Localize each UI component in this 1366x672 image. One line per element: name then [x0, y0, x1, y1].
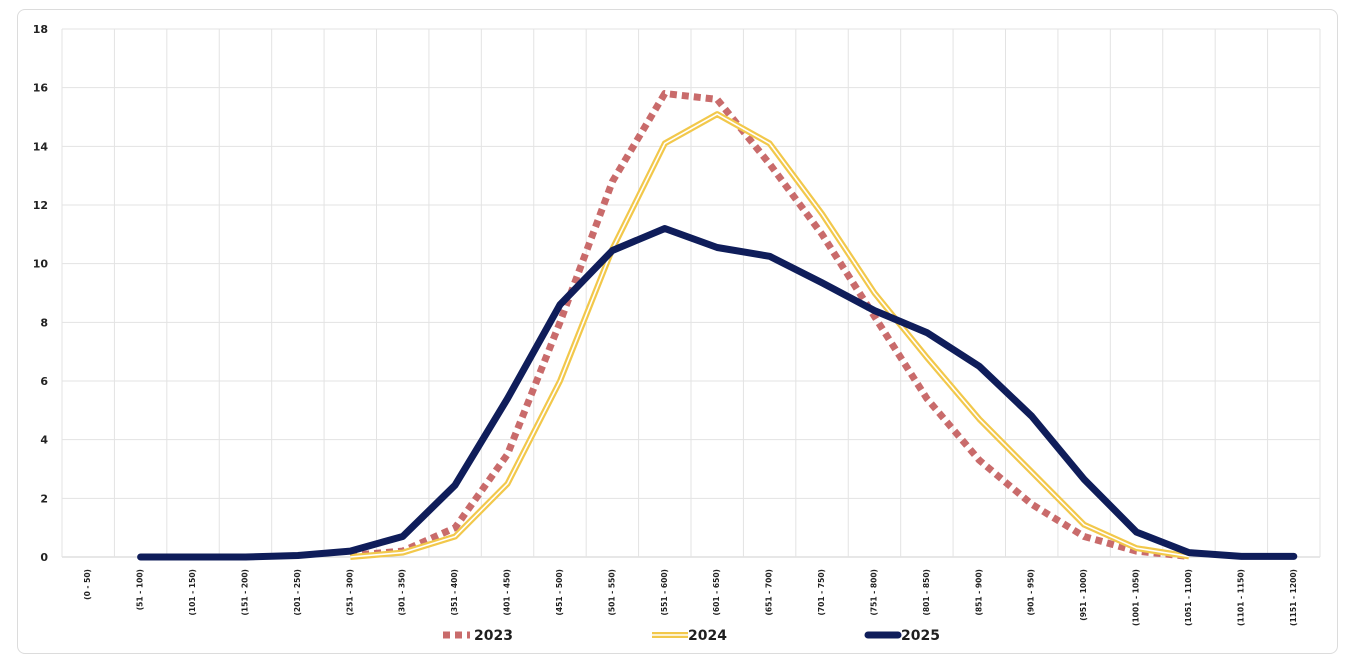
x-tick-label: (151 - 200)	[240, 569, 249, 616]
legend-2025-label: 2025	[901, 628, 940, 644]
y-tick-label: 2	[40, 492, 48, 505]
y-axis-ticks: 0 2 4 6 8 10 12 14 16 18	[33, 23, 49, 564]
x-tick-label: (551 - 600)	[660, 569, 669, 616]
x-tick-label: (601 - 650)	[712, 569, 721, 616]
y-tick-label: 6	[40, 375, 48, 388]
x-tick-label: (201 - 250)	[293, 569, 302, 616]
x-tick-label: (501 - 550)	[607, 569, 616, 616]
y-tick-label: 0	[40, 551, 48, 564]
y-tick-label: 16	[33, 82, 49, 95]
legend-2023-label: 2023	[474, 628, 513, 644]
x-tick-label: (851 - 900)	[974, 569, 983, 616]
series-lines	[137, 90, 1298, 561]
x-tick-label: (251 - 300)	[345, 569, 354, 616]
x-tick-label: (651 - 700)	[765, 569, 774, 616]
y-tick-label: 18	[33, 23, 48, 36]
series-2024-line	[350, 111, 1190, 560]
x-tick-label: (301 - 350)	[398, 569, 407, 616]
series-2023-line	[350, 90, 1190, 560]
x-tick-label: (401 - 450)	[503, 569, 512, 616]
y-tick-label: 14	[33, 140, 49, 153]
x-axis-ticks: (0 - 50) (51 - 100) (101 - 150) (151 - 200)…	[83, 569, 1298, 626]
x-tick-label: (1101 - 1150)	[1236, 569, 1245, 626]
x-tick-label: (951 - 1000)	[1079, 569, 1088, 621]
legend: 2023 2024 2025	[443, 628, 940, 644]
chart-card	[17, 9, 1338, 654]
x-tick-label: (901 - 950)	[1027, 569, 1036, 616]
x-tick-label: (1001 - 1050)	[1132, 569, 1141, 626]
x-tick-label: (801 - 850)	[922, 569, 931, 616]
y-tick-label: 8	[40, 316, 48, 329]
y-tick-label: 10	[33, 258, 49, 271]
x-tick-label: (351 - 400)	[450, 569, 459, 616]
grid-lines	[61, 28, 1321, 558]
series-2024-line-inner	[350, 113, 1190, 558]
x-tick-label: (751 - 800)	[869, 569, 878, 616]
series-2025-line	[137, 225, 1298, 561]
x-tick-label: (451 - 500)	[555, 569, 564, 616]
x-tick-label: (701 - 750)	[817, 569, 826, 616]
x-tick-label: (0 - 50)	[83, 569, 92, 600]
x-tick-label: (1051 - 1100)	[1184, 569, 1193, 626]
y-tick-label: 4	[40, 434, 48, 447]
x-tick-label: (1151 - 1200)	[1289, 569, 1298, 626]
x-tick-label: (101 - 150)	[188, 569, 197, 616]
legend-2024-label: 2024	[688, 628, 727, 644]
x-tick-label: (51 - 100)	[136, 569, 145, 610]
y-tick-label: 12	[33, 199, 48, 212]
